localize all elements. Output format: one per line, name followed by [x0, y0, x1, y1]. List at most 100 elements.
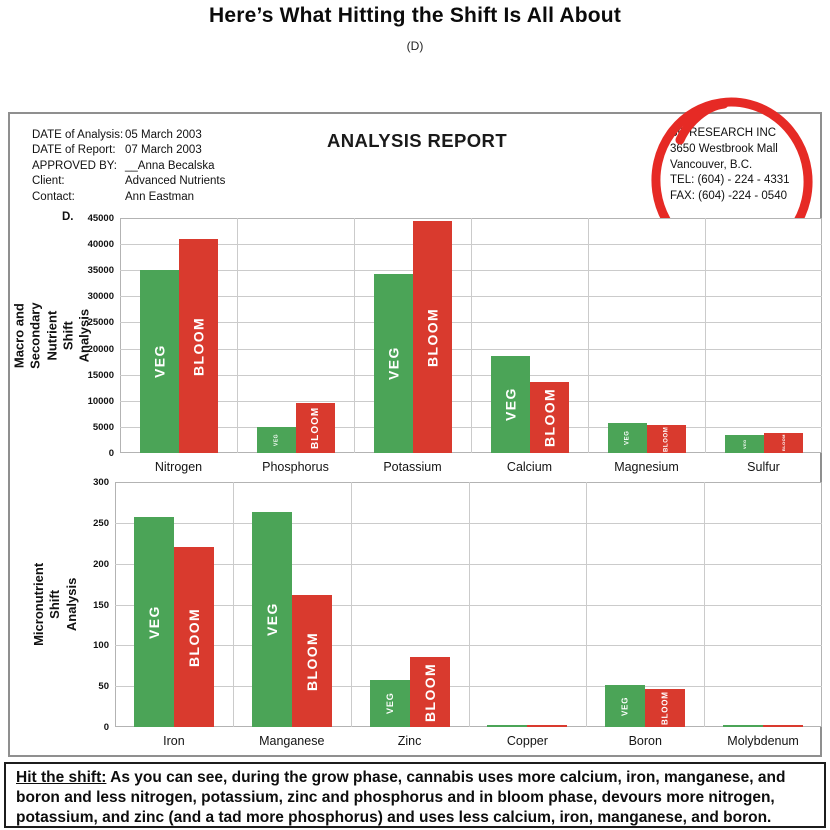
gridline [120, 348, 822, 350]
meta-value: __Anna Becalska [125, 159, 215, 172]
category-label-iron: Iron [163, 734, 185, 748]
plot-area [115, 482, 822, 727]
category-separator [237, 218, 238, 453]
bar-bloom-manganese: BLOOM [291, 595, 332, 727]
report-meta: DATE of Analysis: 05 March 2003 DATE of R… [32, 128, 225, 205]
meta-value: Ann Eastman [125, 190, 195, 203]
bar-series-label: VEG [384, 692, 395, 715]
bar-bloom-boron: BLOOM [645, 689, 686, 727]
bar-series-label: VEG [145, 605, 162, 639]
gridline [120, 270, 822, 272]
category-label-sulfur: Sulfur [747, 460, 780, 474]
gridline [115, 604, 822, 606]
bar-bloom-calcium: BLOOM [529, 382, 569, 453]
meta-row: Client: Advanced Nutrients [32, 174, 225, 189]
bar-series-label: BLOOM [660, 691, 670, 725]
analysis-report-panel: DATE of Analysis: 05 March 2003 DATE of R… [8, 97, 824, 759]
gridline [120, 426, 822, 428]
category-separator [586, 482, 588, 727]
company-line: BC RESEARCH INC [670, 127, 777, 139]
micro-chart-y-axis-title: Micronutrient Shift Analysis [24, 482, 88, 727]
bar-veg-boron: VEG [605, 685, 646, 727]
category-separator [471, 218, 472, 453]
plot-area [120, 218, 822, 453]
category-label-copper: Copper [506, 734, 548, 748]
bar-veg-magnesium: VEG [607, 423, 647, 453]
meta-label: DATE of Analysis: [32, 129, 124, 141]
category-label-molybdenum: Molybdenum [727, 734, 799, 748]
bar-series-label: BLOOM [780, 434, 786, 452]
category-separator [705, 218, 706, 453]
meta-row: APPROVED BY: __Anna Becalska [32, 159, 225, 174]
meta-label: APPROVED BY: [32, 159, 118, 172]
bar-bloom-molybdenum [763, 725, 804, 727]
bar-veg-sulfur: VEG [724, 435, 764, 453]
bar-bloom-iron: BLOOM [173, 547, 214, 727]
bar-series-label: BLOOM [424, 307, 440, 367]
chart-panel-letter: D. [62, 211, 74, 223]
company-line: TEL: (604) - 224 - 4331 [670, 174, 790, 187]
bar-series-label: BLOOM [421, 662, 438, 722]
gridline [115, 645, 822, 647]
bar-series-label: BLOOM [303, 631, 320, 691]
macro-chart-y-axis-title: Macro and Secondary Nutrient Shift Analy… [11, 218, 91, 453]
gridline [120, 244, 822, 246]
bar-series-label: BLOOM [190, 316, 206, 376]
bar-veg-potassium: VEG [373, 274, 413, 453]
axis-title-text: Macro and Secondary Nutrient Shift Analy… [11, 302, 92, 369]
macro-nutrient-bar-chart: 0 5000 10000 15000 20000 25000 30000 35000 40000… [10, 114, 824, 759]
footer-note: Hit the shift: As you can see, during th… [4, 762, 826, 828]
figure-letter: (D) [406, 39, 424, 53]
meta-value: Advanced Nutrients [125, 175, 226, 188]
company-line: FAX: (604) -224 - 0540 [670, 190, 787, 202]
category-label-nitrogen: Nitrogen [154, 460, 203, 474]
bar-series-label: VEG [263, 602, 280, 637]
gridline [120, 322, 822, 324]
company-address: BC RESEARCH INC 3650 Westbrook Mall Vanc… [670, 126, 790, 205]
bar-bloom-nitrogen: BLOOM [178, 239, 218, 453]
category-label-calcium: Calcium [506, 460, 553, 474]
category-label-potassium: Potassium [383, 460, 442, 474]
meta-label: Contact: [32, 190, 75, 203]
meta-row: Contact: Ann Eastman [32, 190, 225, 205]
bar-series-label: VEG [741, 439, 747, 449]
gridline [120, 296, 822, 298]
meta-row: DATE of Analysis: 05 March 2003 [32, 128, 225, 143]
bar-series-label: BLOOM [663, 426, 669, 452]
micro-nutrient-bar-chart: 0 50 100 150 200 250 300 Iron VEG BLOOM Manganese V… [10, 114, 824, 759]
meta-value: 05 March 2003 [125, 129, 202, 141]
bar-series-label: BLOOM [541, 387, 557, 448]
category-label-manganese: Manganese [259, 734, 325, 748]
page-title: Here’s What Hitting the Shift Is All Abo… [208, 4, 622, 27]
category-label-zinc: Zinc [397, 734, 422, 748]
bar-bloom-potassium: BLOOM [412, 221, 452, 453]
bar-series-label: VEG [620, 696, 630, 716]
company-line: Vancouver, B.C. [670, 158, 753, 171]
bar-veg-manganese: VEG [251, 512, 292, 727]
bar-series-label: VEG [273, 433, 279, 447]
bar-bloom-copper [527, 725, 568, 727]
gridline [120, 400, 822, 402]
meta-row: DATE of Report: 07 March 2003 [32, 143, 225, 158]
bar-series-label: VEG [624, 430, 630, 446]
meta-label: DATE of Report: [32, 144, 116, 157]
meta-value: 07 March 2003 [125, 144, 202, 157]
category-separator [588, 218, 589, 453]
category-separator [704, 482, 706, 727]
bar-bloom-magnesium: BLOOM [646, 425, 686, 453]
bar-veg-nitrogen: VEG [139, 270, 179, 453]
category-separator [468, 482, 470, 727]
bar-veg-calcium: VEG [490, 356, 530, 453]
bar-series-label: BLOOM [185, 607, 202, 667]
footer-note-text: As you can see, during the grow phase, c… [16, 769, 786, 827]
category-separator [232, 482, 234, 727]
bar-veg-iron: VEG [133, 517, 174, 727]
category-label-magnesium: Magnesium [614, 460, 679, 474]
bar-veg-molybdenum [723, 725, 764, 727]
bar-series-label: VEG [502, 387, 518, 422]
bar-veg-zinc: VEG [369, 680, 410, 727]
category-label-phosphorus: Phosphorus [262, 460, 329, 474]
gridline [115, 563, 822, 565]
bar-bloom-zinc: BLOOM [409, 657, 450, 727]
axis-title-text: Micronutrient Shift Analysis [31, 562, 80, 647]
